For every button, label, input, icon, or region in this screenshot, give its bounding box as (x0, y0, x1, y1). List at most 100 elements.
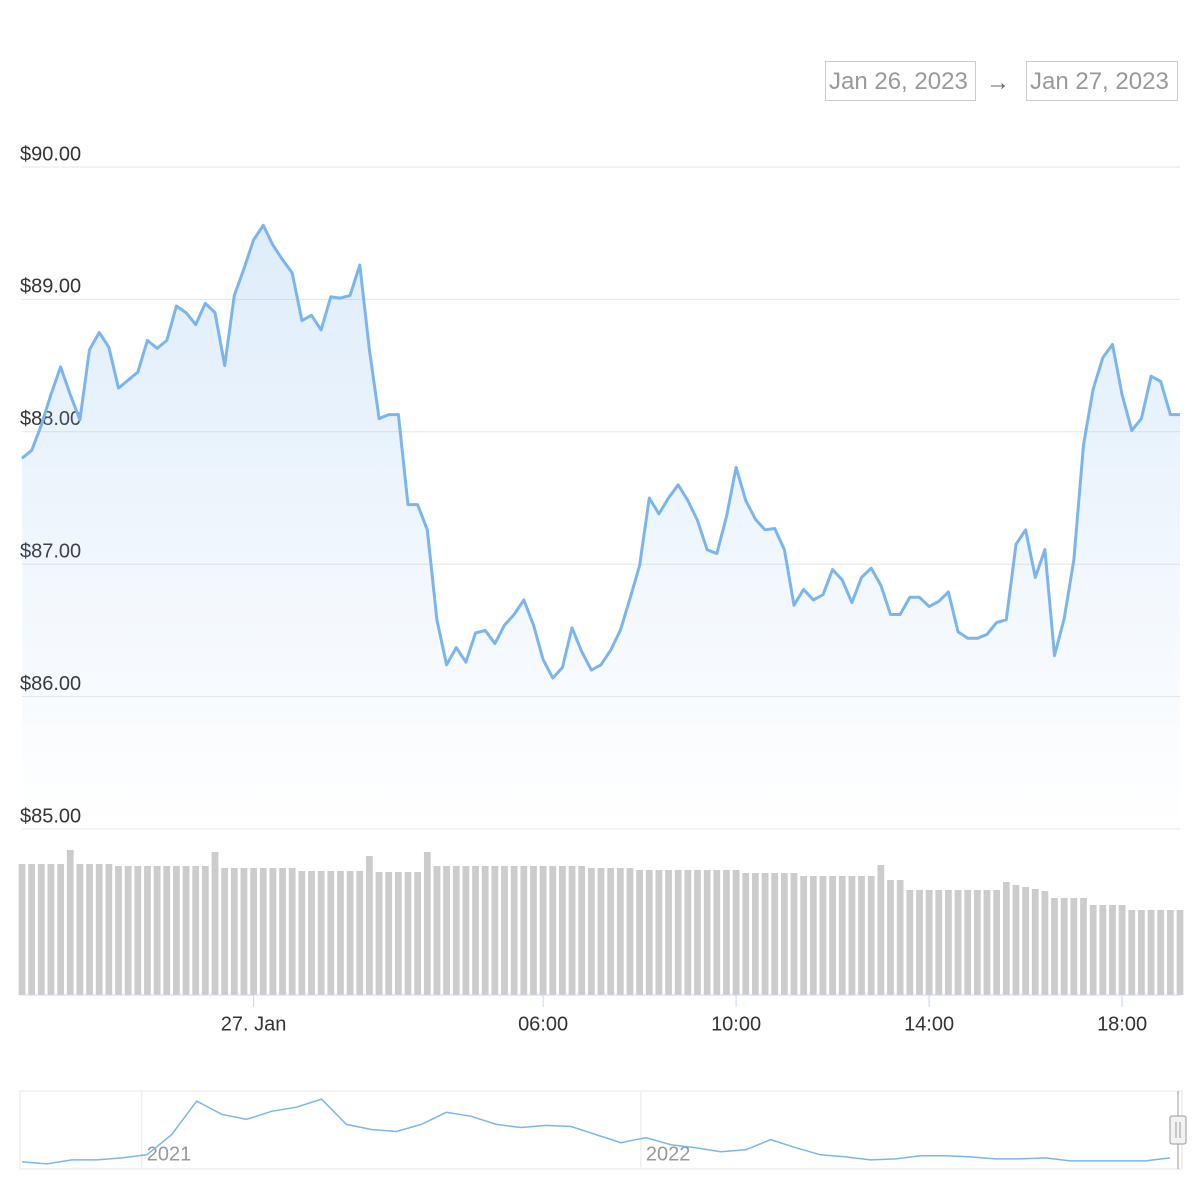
volume-bar (433, 866, 441, 995)
volume-bar (394, 872, 402, 995)
volume-bar (375, 872, 383, 995)
volume-bar (1012, 885, 1020, 995)
volume-bar (1070, 898, 1078, 995)
volume-bar (240, 868, 248, 995)
volume-bar (742, 873, 750, 995)
volume-bar (665, 870, 672, 995)
volume-bar (752, 873, 759, 995)
volume-bar (47, 864, 55, 995)
volume-bar (134, 866, 142, 995)
volume-bar (404, 872, 412, 995)
volume-bar (308, 871, 315, 995)
volume-bar (568, 866, 576, 995)
date-from[interactable]: Jan 26, 2023 (825, 61, 976, 101)
x-tick-label: 14:00 (904, 1013, 954, 1035)
volume-bar (182, 866, 190, 995)
volume-bar (674, 870, 682, 995)
volume-bar (288, 868, 296, 995)
volume-bar (761, 873, 769, 995)
volume-bar (385, 872, 393, 995)
volume-bar (1060, 898, 1068, 995)
volume-bar (298, 871, 306, 995)
volume-bar (481, 866, 489, 995)
volume-bar (954, 890, 962, 995)
x-tick-label: 27. Jan (221, 1013, 287, 1035)
volume-bar (1089, 905, 1097, 995)
price-line (21, 223, 1180, 680)
y-tick-label: $88.00 (20, 408, 81, 430)
volume-bar (819, 876, 827, 995)
volume-bar (37, 864, 45, 995)
volume-bar (530, 866, 537, 995)
navigator-handle[interactable] (1169, 1115, 1187, 1145)
volume-bar (684, 870, 692, 995)
navigator-line (21, 1098, 1171, 1165)
volume-bar (452, 866, 460, 995)
volume-bar (626, 868, 634, 995)
volume-bar (501, 866, 508, 995)
volume-bar (723, 870, 730, 995)
volume-bar (587, 868, 595, 995)
volume-bar (95, 864, 103, 995)
volume-bar (1022, 887, 1029, 995)
volume-bar (858, 876, 865, 995)
volume-bar (607, 868, 615, 995)
volume-bar (491, 866, 499, 995)
volume-bar (896, 880, 904, 995)
volume-bar (809, 876, 817, 995)
volume-bar (462, 866, 470, 995)
volume-bar (925, 890, 933, 995)
volume-bar (916, 890, 923, 995)
navigator-tick-label: 2021 (147, 1143, 192, 1165)
volume-bar (780, 873, 788, 995)
volume-bar (124, 866, 132, 995)
volume-bar (1109, 905, 1116, 995)
volume-bar (346, 871, 354, 995)
volume-bar (887, 880, 894, 995)
volume-bar (1099, 905, 1107, 995)
y-tick-label: $90.00 (20, 143, 81, 165)
volume-bar (973, 890, 981, 995)
volume-bar (771, 873, 779, 995)
y-tick-label: $87.00 (20, 540, 81, 562)
volume-bar (423, 852, 431, 995)
volume-bar (1128, 910, 1136, 995)
volume-bar (327, 871, 335, 995)
volume-bar (201, 866, 209, 995)
volume-bar (616, 868, 624, 995)
x-tick-label: 06:00 (518, 1013, 568, 1035)
volume-bar (192, 866, 200, 995)
volume-bar (66, 850, 74, 995)
volume-bar (1002, 882, 1010, 995)
volume-bar (173, 866, 180, 995)
volume-bar (1041, 891, 1049, 995)
navigator-tick-label: 2022 (646, 1143, 691, 1165)
volume-bar (829, 876, 836, 995)
x-tick-label: 10:00 (711, 1013, 761, 1035)
volume-bar (549, 866, 557, 995)
x-tick-label: 18:00 (1097, 1013, 1147, 1035)
volume-bar (964, 890, 972, 995)
volume-bar (1147, 910, 1155, 995)
y-tick-label: $89.00 (20, 276, 81, 298)
area (22, 225, 1180, 830)
volume-bar (703, 870, 711, 995)
volume-bar (356, 871, 364, 995)
volume-bar (945, 890, 952, 995)
volume-bar (520, 866, 528, 995)
volume-bar (838, 876, 846, 995)
volume-bar (105, 864, 113, 995)
volume-bar (1166, 910, 1174, 995)
date-to[interactable]: Jan 27, 2023 (1026, 61, 1178, 101)
y-tick-label: $85.00 (20, 805, 81, 827)
volume-bar (86, 864, 93, 995)
volume-bar (1051, 898, 1058, 995)
volume-bar (800, 876, 808, 995)
volume-bar (1138, 910, 1145, 995)
volume-bar (655, 870, 663, 995)
volume-bar (366, 856, 373, 995)
volume-bar (76, 864, 84, 995)
y-tick-label: $86.00 (20, 673, 81, 695)
volume-bar (57, 864, 64, 995)
